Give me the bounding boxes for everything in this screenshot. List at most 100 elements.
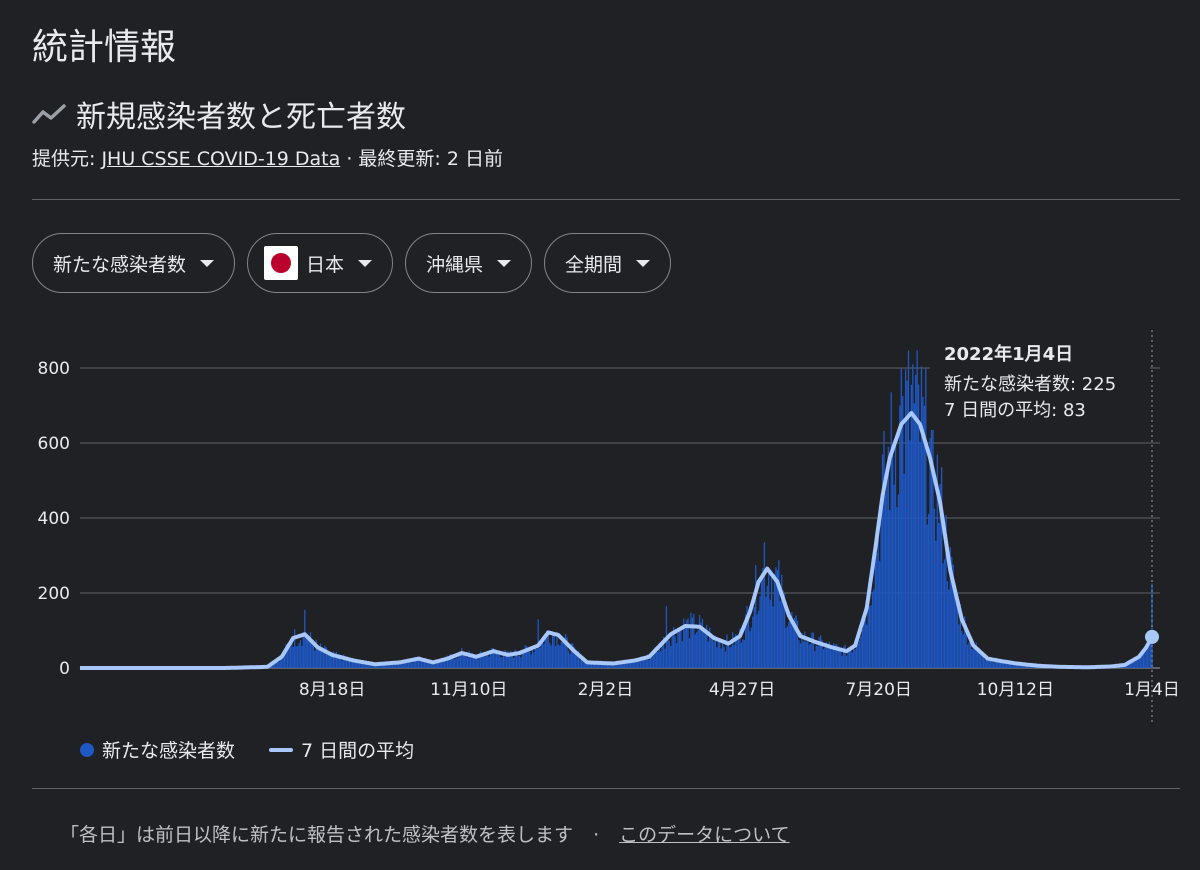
daily-cases-bar bbox=[677, 630, 679, 668]
x-tick-label: 11月10日 bbox=[430, 680, 507, 700]
chart-tooltip: 2022年1月4日 新たな感染者数: 225 7 日間の平均: 83 bbox=[930, 330, 1150, 430]
daily-cases-bar bbox=[883, 430, 885, 668]
daily-cases-bar bbox=[912, 364, 914, 668]
daily-cases-bar bbox=[893, 484, 895, 668]
daily-cases-bar bbox=[526, 646, 528, 668]
daily-cases-bar bbox=[717, 640, 719, 668]
daily-cases-bar bbox=[593, 662, 596, 668]
y-tick-label: 600 bbox=[38, 434, 70, 454]
cases-chart[interactable]: 0 200 400 600 800 8月18日 11月10日 2月2日 4月27日 7月20日 1… bbox=[0, 320, 1200, 730]
daily-cases-bar bbox=[949, 546, 951, 668]
daily-cases-bar bbox=[838, 646, 840, 668]
daily-cases-bar bbox=[466, 657, 469, 668]
daily-cases-bar bbox=[462, 655, 464, 668]
daily-cases-bar bbox=[916, 350, 918, 668]
daily-cases-bar bbox=[696, 632, 698, 668]
daily-cases-bar bbox=[984, 659, 986, 668]
region-dropdown[interactable]: 沖縄県 bbox=[405, 233, 533, 293]
daily-cases-bar bbox=[997, 661, 999, 668]
footer-separator: · bbox=[593, 824, 600, 846]
daily-cases-bar bbox=[343, 654, 345, 668]
daily-cases-bar bbox=[1149, 637, 1152, 668]
daily-cases-bar bbox=[554, 645, 557, 668]
daily-cases-bar bbox=[698, 615, 701, 668]
daily-cases-bar bbox=[853, 648, 855, 668]
daily-cases-bar bbox=[902, 396, 904, 668]
daily-cases-bar bbox=[412, 662, 414, 668]
daily-cases-bar bbox=[671, 634, 673, 668]
source-link[interactable]: JHU CSSE COVID-19 Data bbox=[101, 148, 341, 170]
daily-cases-bar bbox=[855, 645, 858, 668]
daily-cases-bar bbox=[714, 635, 717, 668]
daily-cases-bar bbox=[453, 659, 456, 668]
daily-cases-bar bbox=[791, 612, 793, 668]
daily-cases-bar bbox=[541, 638, 544, 668]
daily-cases-bar bbox=[564, 634, 567, 668]
daily-cases-bar bbox=[817, 645, 819, 668]
daily-cases-bar bbox=[345, 657, 348, 668]
daily-cases-bar bbox=[443, 658, 446, 668]
daily-cases-bar bbox=[629, 661, 632, 668]
metric-dropdown[interactable]: 新たな感染者数 bbox=[32, 233, 236, 293]
daily-cases-bar bbox=[477, 659, 479, 668]
daily-cases-bar bbox=[1138, 658, 1140, 668]
daily-cases-bar bbox=[837, 645, 839, 668]
daily-cases-bar bbox=[468, 651, 470, 668]
daily-cases-bar bbox=[517, 655, 519, 668]
daily-cases-bar bbox=[827, 645, 829, 668]
daily-cases-bar bbox=[497, 651, 499, 668]
daily-cases-bar bbox=[789, 617, 791, 668]
dropdown-caret-icon bbox=[358, 259, 373, 267]
daily-cases-bar bbox=[848, 650, 851, 668]
y-tick-label: 800 bbox=[38, 359, 70, 379]
daily-cases-bar bbox=[806, 641, 809, 668]
daily-cases-bar bbox=[608, 663, 610, 668]
daily-cases-bar bbox=[831, 650, 833, 668]
daily-cases-bar bbox=[319, 643, 322, 668]
daily-cases-bar bbox=[308, 637, 310, 668]
daily-cases-bar bbox=[619, 663, 621, 668]
daily-cases-bar bbox=[1131, 660, 1133, 668]
daily-cases-bar bbox=[585, 660, 587, 668]
daily-cases-bar bbox=[752, 616, 754, 668]
daily-cases-bar bbox=[595, 661, 597, 668]
daily-cases-bar bbox=[994, 661, 996, 668]
daily-cases-bar bbox=[763, 542, 766, 668]
daily-cases-bar bbox=[651, 654, 653, 668]
daily-cases-bar bbox=[753, 607, 755, 668]
daily-cases-bar bbox=[710, 634, 712, 668]
page-title: 統計情報 bbox=[32, 27, 177, 68]
daily-cases-bar bbox=[282, 652, 284, 668]
daily-cases-bar bbox=[353, 660, 355, 668]
daily-cases-bar bbox=[364, 663, 366, 668]
daily-cases-bar bbox=[338, 654, 341, 668]
daily-cases-bar bbox=[472, 654, 475, 668]
daily-cases-bar bbox=[887, 446, 889, 668]
country-dropdown-label: 日本 bbox=[306, 253, 345, 276]
daily-cases-bar bbox=[739, 628, 741, 668]
daily-cases-bar bbox=[631, 658, 633, 668]
daily-cases-bar bbox=[830, 645, 832, 668]
daily-cases-bar bbox=[785, 627, 787, 668]
daily-cases-bar bbox=[415, 656, 417, 668]
daily-cases-bar bbox=[527, 648, 529, 668]
daily-cases-bar bbox=[425, 661, 427, 668]
daily-cases-bar bbox=[674, 636, 676, 668]
daily-cases-bar bbox=[553, 634, 555, 668]
daily-cases-bar bbox=[915, 374, 917, 668]
daily-cases-bar bbox=[622, 663, 624, 668]
about-data-link[interactable]: このデータについて bbox=[619, 824, 790, 846]
daily-cases-bar bbox=[958, 624, 960, 668]
daily-cases-bar bbox=[547, 632, 549, 668]
daily-cases-bar bbox=[709, 627, 711, 668]
daily-cases-bar bbox=[1013, 664, 1015, 668]
country-dropdown[interactable]: 日本 bbox=[247, 233, 394, 293]
daily-cases-bar bbox=[1005, 659, 1008, 668]
source-label: 提供元: bbox=[32, 148, 96, 170]
daily-cases-bar bbox=[502, 654, 505, 668]
daily-cases-bar bbox=[982, 656, 985, 668]
daily-cases-bar bbox=[485, 652, 487, 668]
period-dropdown[interactable]: 全期間 bbox=[544, 233, 672, 293]
daily-cases-bar bbox=[995, 657, 998, 668]
daily-cases-bar bbox=[742, 639, 744, 668]
